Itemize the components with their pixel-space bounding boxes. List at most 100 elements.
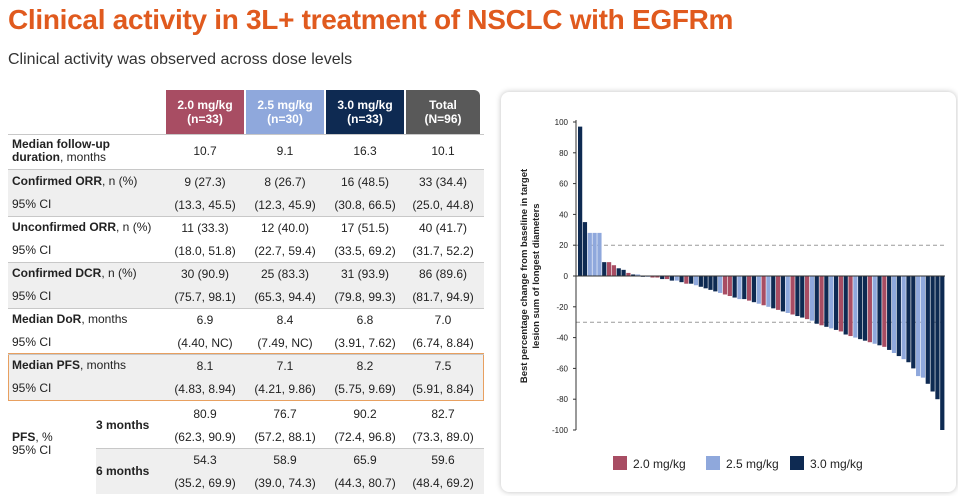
waterfall-bar <box>718 276 723 293</box>
row-label-bold-2: duration <box>12 150 60 164</box>
y-axis-label-line-2: lesion sum of longest diameters <box>531 203 542 348</box>
row-label: 95% CI <box>12 289 52 303</box>
table-row-median-dor-ci: 95% CI (4.40, NC) (7.49, NC) (3.91, 7.62… <box>8 331 484 354</box>
waterfall-bar <box>693 276 699 286</box>
waterfall-bar <box>790 276 795 315</box>
row-label: 95% CI <box>12 243 52 257</box>
table-row-confirmed-dcr-ci: 95% CI (75.7, 98.1) (65.3, 94.4) (79.8, … <box>8 285 484 308</box>
table-cell: (33.5, 69.2) <box>334 243 396 258</box>
row-label: Unconfirmed ORR, n (%) <box>12 216 151 239</box>
column-header-dose: 2.0 mg/kg <box>177 98 233 112</box>
waterfall-bar <box>631 274 636 276</box>
row-divider <box>8 262 484 263</box>
row-label-rest: , % <box>35 430 53 444</box>
table-cell: (39.0, 74.3) <box>254 475 316 490</box>
table-cell: (72.4, 96.8) <box>334 429 396 444</box>
waterfall-bar <box>635 274 641 276</box>
row-label-bold: Unconfirmed ORR <box>12 220 117 234</box>
waterfall-bar <box>626 272 631 276</box>
row-label-bold: Median DoR <box>12 312 82 326</box>
pfs-6-months-label: 6 months <box>96 448 149 494</box>
waterfall-bar <box>582 222 588 276</box>
row-label: Median follow-up duration, months <box>12 135 110 167</box>
waterfall-bar <box>761 276 766 306</box>
table-cell: 8.1 <box>196 358 214 373</box>
table-cell: (13.3, 45.5) <box>174 197 236 212</box>
y-tick-label: -80 <box>556 395 568 404</box>
table-cell: (44.3, 80.7) <box>334 475 396 490</box>
waterfall-bar <box>660 276 665 280</box>
row-divider <box>8 216 484 217</box>
table-cell: (6.74, 8.84) <box>412 335 474 350</box>
row-label: 95% CI <box>12 381 52 395</box>
waterfall-bar <box>809 276 815 321</box>
row-divider <box>96 448 484 449</box>
waterfall-bar <box>872 276 877 344</box>
column-header-2-5: 2.5 mg/kg (n=30) <box>246 90 324 134</box>
waterfall-bar <box>775 276 781 310</box>
waterfall-bar <box>896 276 901 357</box>
pfs-3-months-label: 3 months <box>96 402 149 448</box>
waterfall-chart-card: 100 80 60 40 20 0 -20 -40 -60 -80 -100 Best percent… <box>501 92 956 492</box>
table-row-pfs-3-months-ci: (62.3, 90.9) (57.2, 88.1) (72.4, 96.8) (… <box>8 425 484 448</box>
y-tick-label: 60 <box>559 180 568 189</box>
table-cell: 58.9 <box>273 452 297 467</box>
table-cell: 9.1 <box>276 144 294 158</box>
waterfall-bar <box>664 276 670 280</box>
table-cell: (31.7, 52.2) <box>412 243 474 258</box>
table-cell: 8.2 <box>356 358 374 373</box>
table-cell: 17 (51.5) <box>340 220 390 235</box>
legend-swatch <box>706 456 720 470</box>
row-sublabel: 95% CI <box>12 443 52 457</box>
pfs-6-months-shade <box>96 448 484 494</box>
table-cell: 65.9 <box>353 452 377 467</box>
table-cell: (81.7, 94.9) <box>412 289 474 304</box>
waterfall-bar <box>795 276 800 317</box>
table-cell: 10.1 <box>431 144 455 158</box>
table-row-median-dor: Median DoR, months 6.9 8.4 6.8 7.0 <box>8 308 484 331</box>
waterfall-bar <box>751 276 757 303</box>
waterfall-bar <box>833 276 839 330</box>
y-tick-label: -60 <box>556 364 568 373</box>
table-row-median-pfs: Median PFS, months 8.1 7.1 8.2 7.5 <box>8 354 484 377</box>
table-cell: 59.6 <box>431 452 455 467</box>
table-cell: 31 (93.9) <box>340 266 390 281</box>
table-cell: 76.7 <box>273 406 297 421</box>
row-label-bold: PFS <box>12 430 36 444</box>
table-cell: 30 (90.9) <box>180 266 230 281</box>
waterfall-bar <box>722 276 728 295</box>
table-cell: (5.75, 9.69) <box>334 381 396 396</box>
waterfall-bar <box>771 276 776 309</box>
waterfall-bar <box>742 276 747 300</box>
table-cell: (25.0, 44.8) <box>412 197 474 212</box>
row-label: Confirmed ORR, n (%) <box>12 170 137 193</box>
row-label: 6 months <box>96 463 150 478</box>
table-cell: (4.83, 8.94) <box>174 381 236 396</box>
y-tick-label: -40 <box>556 334 568 343</box>
table-row-pfs-6-months: 54.3 58.9 65.9 59.6 <box>8 448 484 471</box>
table-cell: (4.40, NC) <box>177 335 233 350</box>
waterfall-bar <box>727 276 732 297</box>
waterfall-bar <box>650 276 655 278</box>
y-tick-label: 0 <box>564 272 569 281</box>
column-header-n: (n=30) <box>267 112 303 126</box>
page-subtitle: Clinical activity was observed across do… <box>8 51 353 68</box>
waterfall-bar <box>853 276 858 338</box>
row-label-bold: Median follow-up <box>12 137 110 151</box>
waterfall-bar <box>597 232 602 276</box>
table-cell: 40 (41.7) <box>418 220 468 235</box>
waterfall-bar <box>703 276 708 289</box>
column-header-dose: 2.5 mg/kg <box>257 98 313 112</box>
waterfall-bar <box>655 276 660 278</box>
table-row-confirmed-orr-ci: 95% CI (13.3, 45.5) (12.3, 45.9) (30.8, … <box>8 193 484 216</box>
waterfall-bar <box>843 276 848 335</box>
table-cell: 7.1 <box>276 358 294 373</box>
table-cell: 16 (48.5) <box>340 174 390 189</box>
row-label: Median PFS, months <box>12 354 126 377</box>
table-cell: (4.21, 9.86) <box>254 381 316 396</box>
waterfall-bar <box>882 276 887 347</box>
table-row-followup: Median follow-up duration, months 10.7 9… <box>8 135 484 167</box>
waterfall-bar <box>679 276 684 283</box>
column-header-dose: 3.0 mg/kg <box>337 98 393 112</box>
waterfall-bar <box>780 276 786 312</box>
